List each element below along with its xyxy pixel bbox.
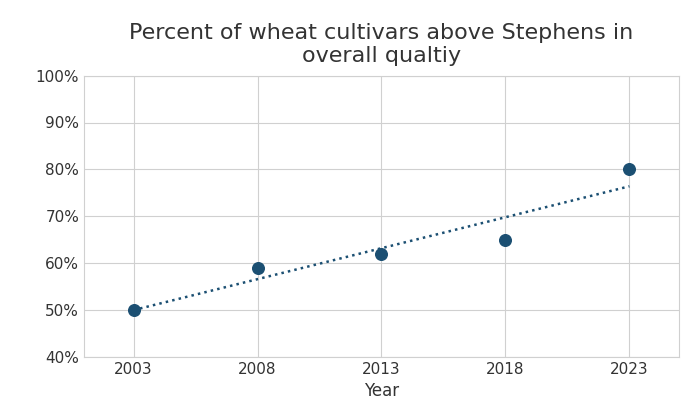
X-axis label: Year: Year bbox=[364, 383, 399, 400]
Point bbox=[500, 236, 511, 243]
Point bbox=[128, 307, 139, 313]
Point bbox=[376, 250, 387, 257]
Point bbox=[252, 265, 263, 271]
Point bbox=[624, 166, 635, 173]
Title: Percent of wheat cultivars above Stephens in
overall qualtiy: Percent of wheat cultivars above Stephen… bbox=[130, 23, 634, 66]
